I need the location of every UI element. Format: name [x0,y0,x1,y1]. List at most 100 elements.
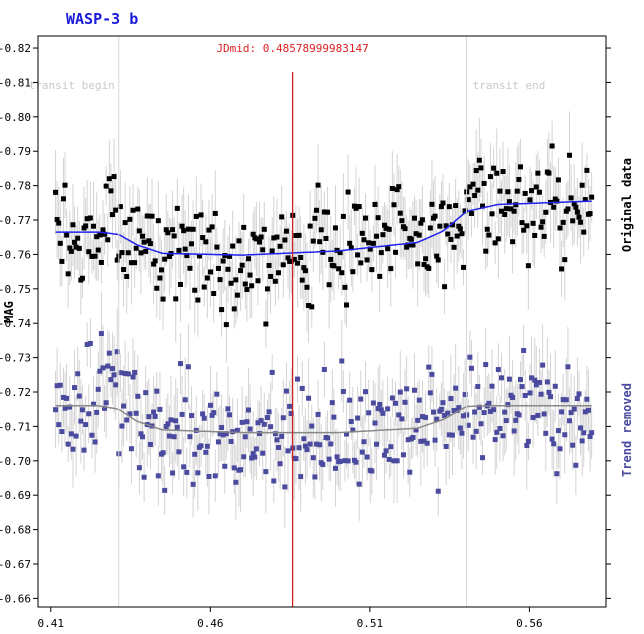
data-point [538,224,544,230]
data-point [106,176,112,182]
data-point [421,262,427,268]
data-point [268,273,274,279]
data-point [397,210,403,216]
data-point [562,257,568,263]
data-point [242,434,248,440]
data-point [502,211,508,217]
data-point [578,219,584,225]
data-point [570,442,576,448]
data-point [423,414,429,420]
data-point [298,474,304,480]
data-point [269,369,275,375]
data-point [364,454,370,460]
data-point [244,287,250,293]
transit-begin-label: transit begin [29,79,115,92]
data-point [438,406,444,412]
data-point [280,415,286,421]
data-point [310,238,316,244]
data-point [525,438,531,444]
data-point [437,223,443,229]
data-point [328,256,334,262]
data-point [582,197,588,203]
data-point [451,408,457,414]
data-point [215,439,221,445]
data-point [410,434,416,440]
data-point [280,262,286,268]
data-point [109,212,115,218]
data-point [543,209,549,215]
data-point [549,436,555,442]
data-point [584,167,590,173]
data-point [532,232,538,238]
data-point [62,405,68,411]
data-point [325,435,331,441]
data-point [84,342,90,348]
data-point [94,234,100,240]
data-point [160,296,166,302]
y-tick-label: -0.70 [0,455,31,468]
data-point [383,448,389,454]
data-point [574,396,580,402]
data-point [201,284,207,290]
data-point [434,253,440,259]
data-point [193,213,199,219]
data-point [443,443,449,449]
data-point [353,205,359,211]
data-point [257,239,263,245]
data-point [407,469,413,475]
data-point [73,244,79,250]
data-point [345,458,351,464]
data-point [81,447,87,453]
series-0-points [53,143,595,328]
data-point [288,410,294,416]
data-point [68,248,74,254]
data-point [111,372,117,378]
data-point [263,321,269,327]
data-point [67,245,73,251]
data-point [155,218,161,224]
y-tick-label: -0.81 [0,76,31,89]
data-point [505,402,511,408]
data-point [117,204,123,210]
data-point [385,246,391,252]
data-point [263,469,269,475]
data-point [141,474,147,480]
data-point [423,256,429,262]
data-point [461,264,467,270]
data-point [462,208,468,214]
data-point [380,232,386,238]
data-point [462,392,468,398]
plot-area [53,111,595,528]
data-point [536,380,542,386]
data-point [552,383,558,389]
legend-original-data: Original data [620,158,634,252]
data-point [396,412,402,418]
data-point [146,238,152,244]
data-point [584,396,590,402]
data-point [487,174,493,180]
data-point [108,377,114,383]
data-point [147,441,153,447]
data-point [538,391,544,397]
data-point [415,417,421,423]
data-point [113,207,119,213]
data-point [519,220,525,226]
data-point [149,213,155,219]
data-point [551,441,557,447]
data-point [95,386,101,392]
data-point [249,455,255,461]
data-point [255,420,261,426]
data-point [579,182,585,188]
data-point [524,223,530,229]
data-point [127,411,133,417]
data-point [95,247,101,253]
data-point [306,395,312,401]
y-tick-label: -0.82 [0,42,31,55]
data-point [381,452,387,458]
data-point [293,456,299,462]
y-tick-label: -0.68 [0,524,31,537]
data-point [432,213,438,219]
data-point [388,444,394,450]
data-point [358,396,364,402]
